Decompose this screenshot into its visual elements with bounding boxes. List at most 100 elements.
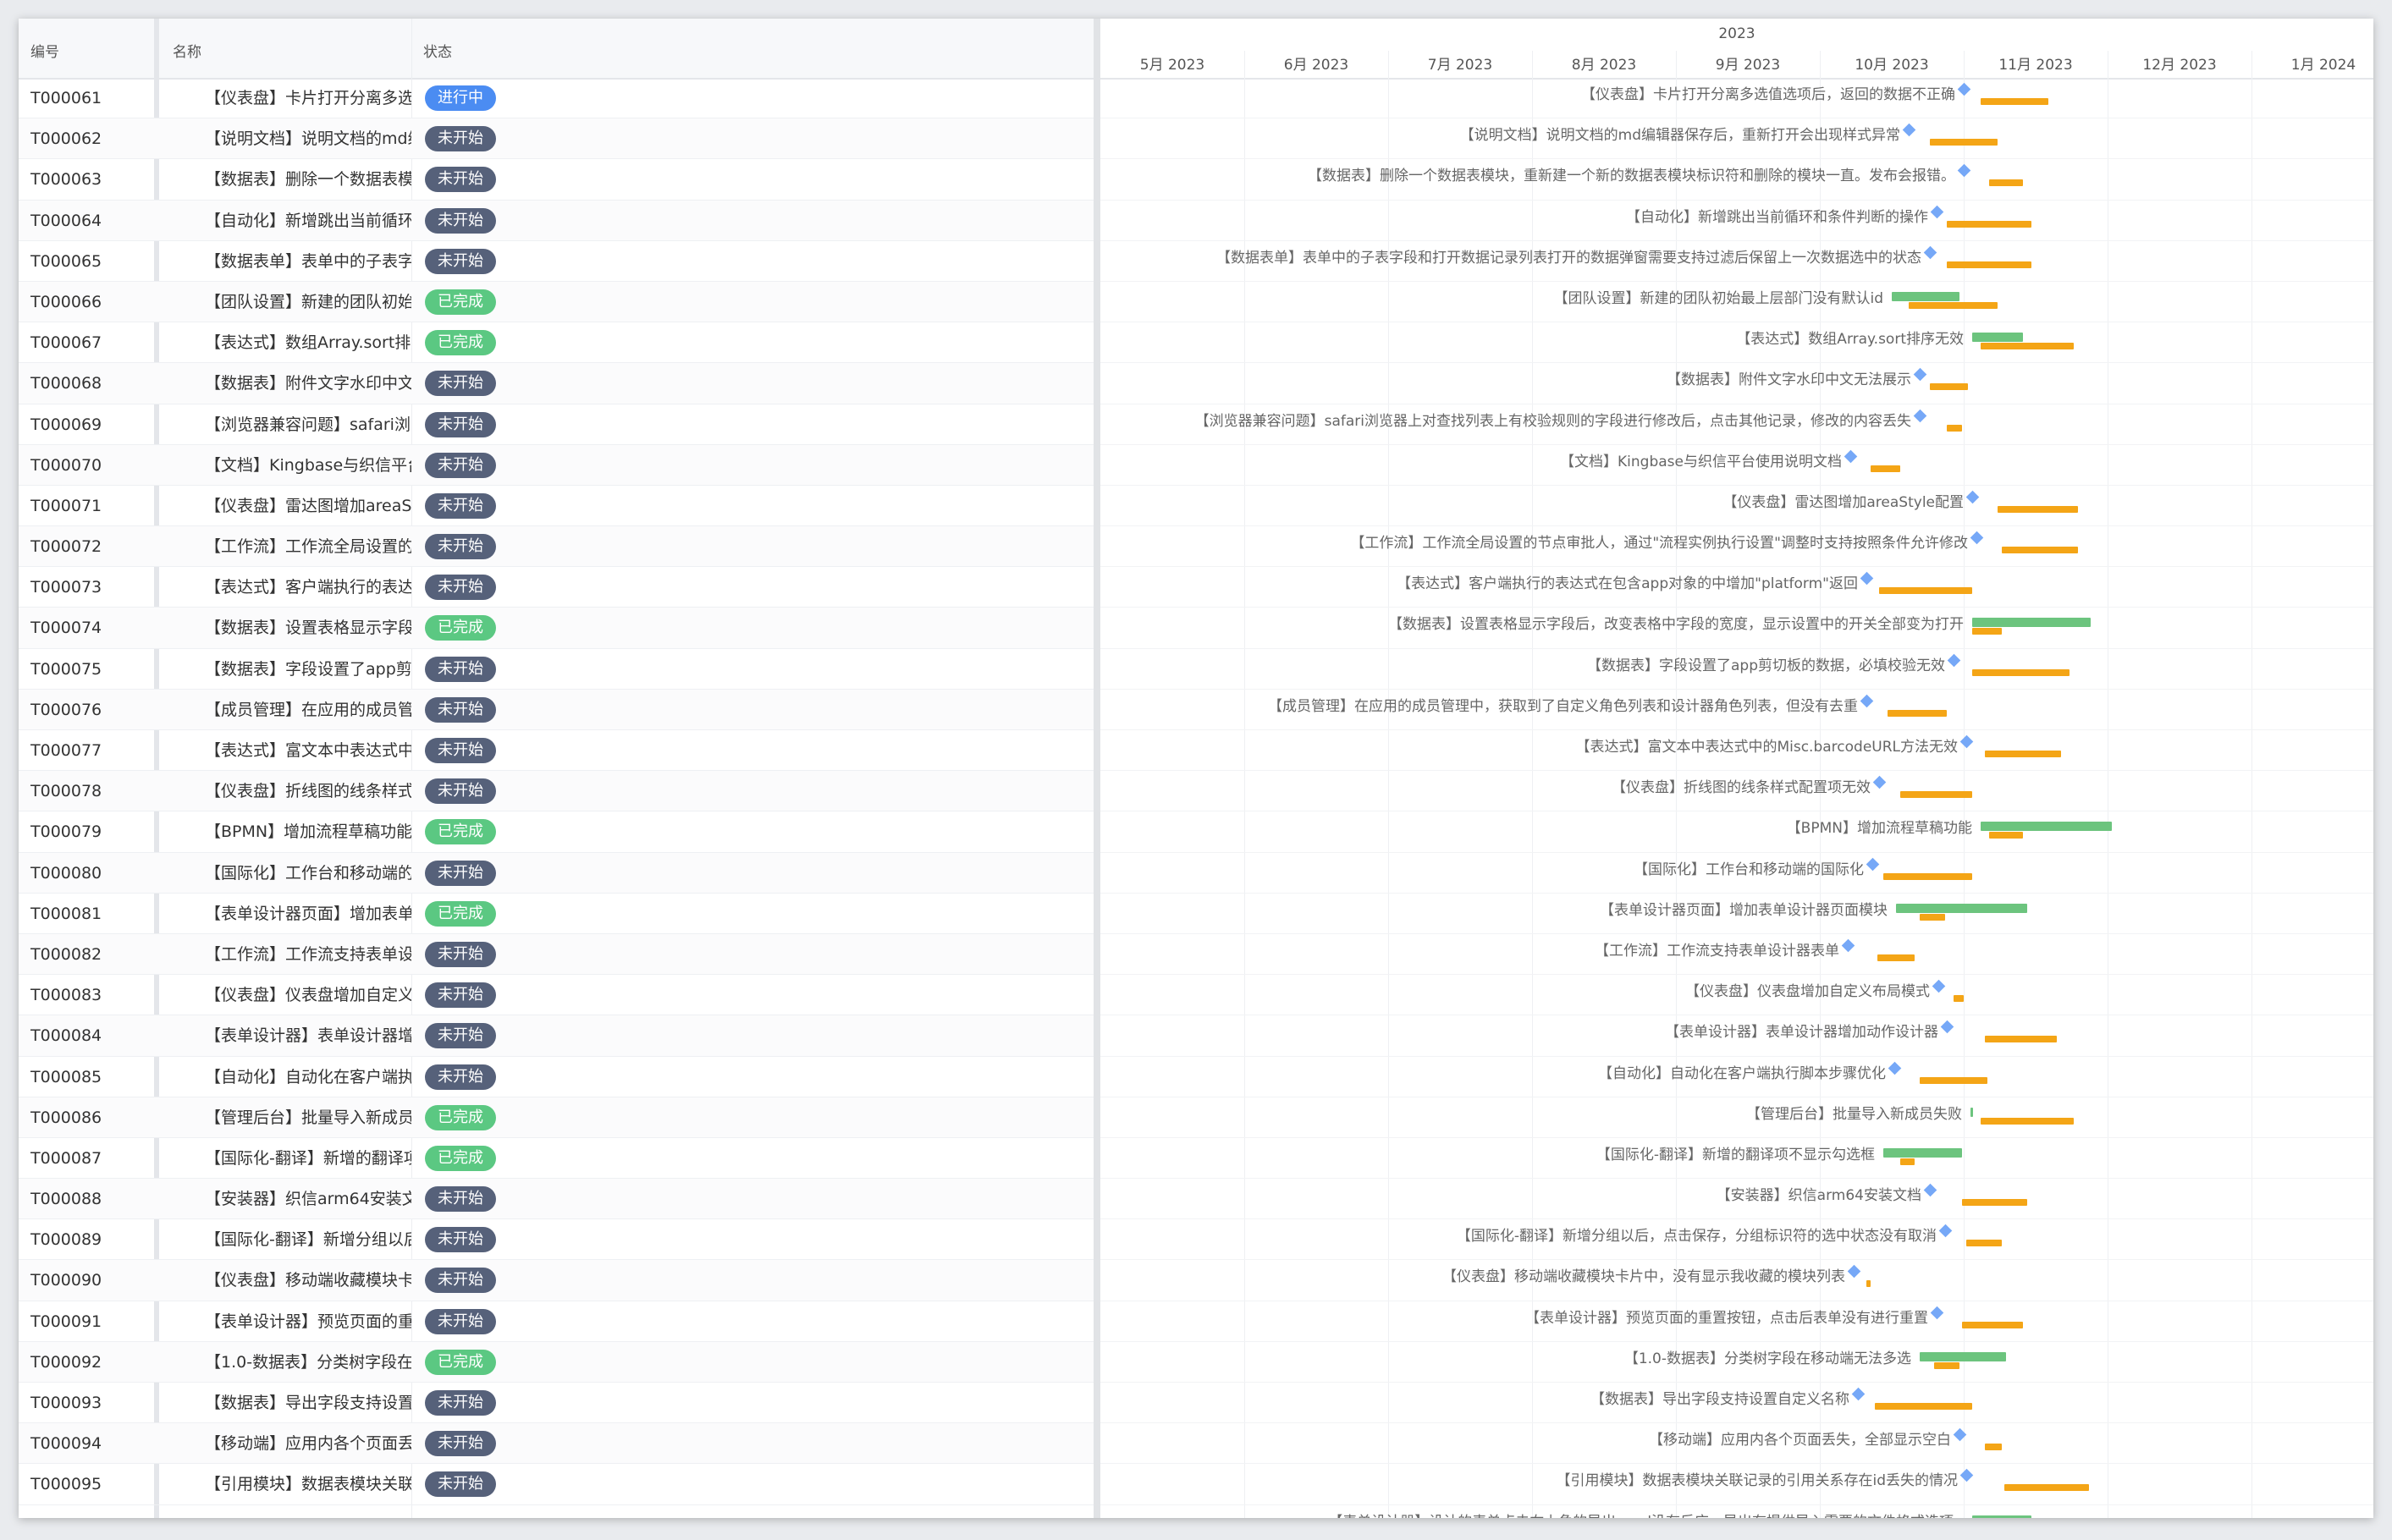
table-row[interactable]: T000092 【1.0-数据表】分类树字段在移 已完成 <box>19 1341 1094 1383</box>
task-name[interactable]: 【数据表单】表单中的子表字 <box>205 251 411 271</box>
milestone-diamond[interactable] <box>1940 1020 1954 1034</box>
task-name[interactable]: 【国际化】工作台和移动端的 <box>205 863 411 883</box>
planned-task-bar[interactable] <box>2002 547 2078 554</box>
task-name[interactable]: 【表单设计器】预览页面的重置 <box>205 1312 411 1331</box>
header-name[interactable]: 名称 <box>173 44 201 61</box>
planned-task-bar[interactable] <box>1930 139 1998 146</box>
table-row[interactable]: T000066 【团队设置】新建的团队初始 已完成 <box>19 281 1094 323</box>
table-row[interactable]: T000081 【表单设计器页面】增加表单 已完成 <box>19 894 1094 934</box>
planned-task-bar[interactable] <box>1866 1280 1871 1288</box>
planned-task-bar[interactable] <box>1900 791 1972 799</box>
planned-task-bar[interactable] <box>1989 179 2023 187</box>
milestone-diamond[interactable] <box>1913 368 1927 382</box>
milestone-diamond[interactable] <box>1888 1061 1902 1075</box>
planned-task-bar[interactable] <box>1888 709 1947 717</box>
task-name[interactable]: 【数据表】导出字段支持设置自 <box>205 1394 411 1412</box>
task-name[interactable]: 【表单设计器】表单设计器增 <box>205 1026 411 1046</box>
milestone-diamond[interactable] <box>1841 938 1855 953</box>
table-row[interactable]: T000063 【数据表】删除一个数据表模 未开始 <box>19 159 1094 201</box>
planned-task-bar[interactable] <box>1985 751 2061 757</box>
task-name[interactable]: 【表达式】客户端执行的表达 <box>205 578 411 597</box>
actual-progress-bar[interactable] <box>1972 333 2023 343</box>
planned-task-bar[interactable] <box>1947 220 2031 228</box>
table-row[interactable]: T000062 【说明文档】说明文档的md编 未开始 <box>19 118 1094 160</box>
table-row[interactable]: T000091 【表单设计器】预览页面的重置 未开始 <box>19 1301 1094 1342</box>
milestone-diamond[interactable] <box>1860 571 1874 586</box>
actual-progress-bar[interactable] <box>1981 822 2112 832</box>
actual-progress-bar[interactable] <box>1972 618 2091 628</box>
actual-progress-bar[interactable] <box>1883 1147 1962 1158</box>
table-row[interactable]: T000094 【移动端】应用内各个页面丢失 未开始 <box>19 1423 1094 1465</box>
task-name[interactable]: 【仪表盘】移动端收藏模块卡片 <box>205 1271 411 1290</box>
planned-task-bar[interactable] <box>2004 1484 2089 1492</box>
planned-task-bar[interactable] <box>1972 628 2002 635</box>
table-row[interactable]: T000085 【自动化】自动化在客户端执 未开始 <box>19 1057 1094 1097</box>
task-name[interactable]: 【1.0-数据表】分类树字段在移 <box>205 1352 411 1372</box>
task-name[interactable]: 【表单设计器页面】增加表单 <box>205 904 411 923</box>
table-row[interactable]: T000076 【成员管理】在应用的成员管 未开始 <box>19 689 1094 730</box>
task-name[interactable]: 【仪表盘】折线图的线条样式 <box>205 782 411 801</box>
task-name[interactable]: 【仪表盘】仪表盘增加自定义 <box>205 986 411 1005</box>
task-name[interactable]: 【仪表盘】雷达图增加areaSt <box>205 496 411 515</box>
table-row[interactable]: T000082 【工作流】工作流支持表单设 未开始 <box>19 933 1094 976</box>
task-name[interactable]: 【移动端】应用内各个页面丢失 <box>205 1434 411 1454</box>
milestone-diamond[interactable] <box>1957 82 1971 96</box>
planned-task-bar[interactable] <box>1972 668 2070 676</box>
task-name[interactable]: 【引用模块】数据表模块关联记 <box>205 1475 411 1494</box>
task-name[interactable]: 【数据表】设置表格显示字段 <box>205 619 411 638</box>
milestone-diamond[interactable] <box>1913 409 1927 422</box>
milestone-diamond[interactable] <box>1844 449 1858 463</box>
task-name[interactable]: 【说明文档】说明文档的md编 <box>205 129 411 149</box>
planned-task-bar[interactable] <box>1981 343 2074 350</box>
milestone-diamond[interactable] <box>1965 490 1980 504</box>
table-row[interactable]: T000090 【仪表盘】移动端收藏模块卡片 未开始 <box>19 1260 1094 1301</box>
table-row[interactable]: T000083 【仪表盘】仪表盘增加自定义 未开始 <box>19 975 1094 1016</box>
planned-task-bar[interactable] <box>1989 832 2023 839</box>
table-row[interactable]: T000071 【仪表盘】雷达图增加areaSt 未开始 <box>19 486 1094 527</box>
milestone-diamond[interactable] <box>1932 979 1946 993</box>
table-row[interactable]: T000089 【国际化-翻译】新增分组以后 未开始 <box>19 1219 1094 1261</box>
table-row[interactable]: T000074 【数据表】设置表格显示字段 已完成 <box>19 608 1094 649</box>
planned-task-bar[interactable] <box>1966 1240 2002 1247</box>
task-name[interactable]: 【国际化-翻译】新增分组以后 <box>205 1230 411 1250</box>
milestone-diamond[interactable] <box>1953 1427 1967 1442</box>
task-name[interactable]: 【数据表】附件文字水印中文 <box>205 374 411 393</box>
milestone-diamond[interactable] <box>1860 694 1874 708</box>
milestone-diamond[interactable] <box>1970 531 1984 545</box>
planned-task-bar[interactable] <box>1998 505 2078 513</box>
task-name[interactable]: 【国际化-翻译】新增的翻译项 <box>205 1148 411 1168</box>
actual-progress-bar[interactable] <box>1970 1107 1973 1117</box>
task-name[interactable]: 【自动化】自动化在客户端执 <box>205 1067 411 1086</box>
task-name[interactable]: 【文档】Kingbase与织信平台 <box>205 455 411 475</box>
table-row[interactable]: T000087 【国际化-翻译】新增的翻译项 已完成 <box>19 1138 1094 1180</box>
milestone-diamond[interactable] <box>1851 1387 1866 1401</box>
header-status[interactable]: 状态 <box>423 44 452 61</box>
milestone-diamond[interactable] <box>1930 205 1944 218</box>
planned-task-bar[interactable] <box>1954 995 1964 1003</box>
table-row[interactable]: T000086 【管理后台】批量导入新成员 已完成 <box>19 1097 1094 1138</box>
task-name[interactable]: 【仪表盘】卡片打开分离多选 <box>205 89 411 107</box>
milestone-diamond[interactable] <box>1902 123 1916 137</box>
table-row[interactable]: T000084 【表单设计器】表单设计器增 未开始 <box>19 1015 1094 1057</box>
task-name[interactable]: 【安装器】织信arm64安装文档 <box>205 1190 411 1209</box>
actual-progress-bar[interactable] <box>1972 1515 2031 1518</box>
planned-task-bar[interactable] <box>1985 1444 2002 1451</box>
table-row[interactable]: T000064 【自动化】新增跳出当前循环 未开始 <box>19 200 1094 241</box>
milestone-diamond[interactable] <box>1959 1469 1974 1482</box>
header-id[interactable]: 编号 <box>30 44 59 61</box>
table-row[interactable]: T000070 【文档】Kingbase与织信平台 未开始 <box>19 444 1094 486</box>
planned-task-bar[interactable] <box>1981 98 2048 105</box>
task-name[interactable]: 【数据表】字段设置了app剪切 <box>205 659 411 679</box>
task-name[interactable]: 【团队设置】新建的团队初始 <box>205 292 411 311</box>
table-row[interactable]: T000095 【引用模块】数据表模块关联记 未开始 <box>19 1464 1094 1505</box>
planned-task-bar[interactable] <box>1962 1199 2027 1207</box>
planned-task-bar[interactable] <box>1947 424 1962 432</box>
table-row[interactable]: T000078 【仪表盘】折线图的线条样式 未开始 <box>19 771 1094 812</box>
table-row[interactable]: T000080 【国际化】工作台和移动端的 未开始 <box>19 852 1094 894</box>
milestone-diamond[interactable] <box>1938 1224 1953 1238</box>
table-row[interactable]: T000079 【BPMN】增加流程草稿功能 已完成 <box>19 811 1094 853</box>
task-name[interactable]: 【浏览器兼容问题】safari浏览 <box>205 415 411 434</box>
milestone-diamond[interactable] <box>1959 734 1974 749</box>
task-name[interactable]: 【成员管理】在应用的成员管 <box>205 700 411 719</box>
planned-task-bar[interactable] <box>1871 465 1900 472</box>
